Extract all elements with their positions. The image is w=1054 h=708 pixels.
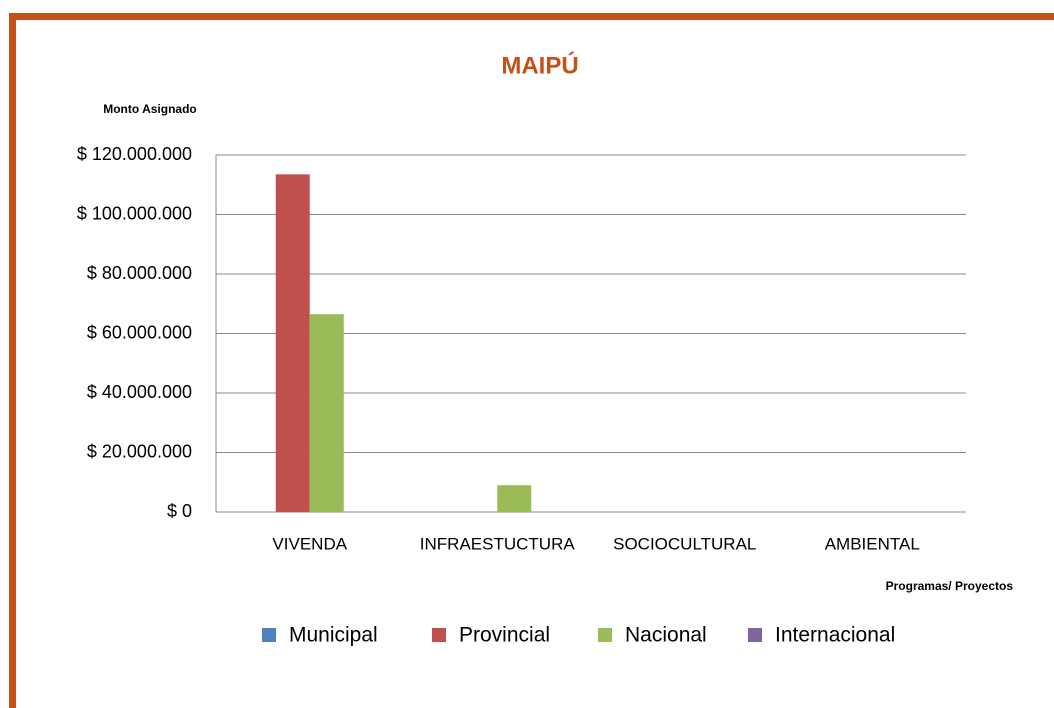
- legend-label: Internacional: [775, 624, 895, 647]
- y-tick-label: $ 60.000.000: [87, 322, 192, 342]
- legend-swatch: [262, 628, 276, 642]
- frame: [9, 13, 1054, 708]
- bar: [497, 485, 532, 512]
- legend-label: Provincial: [459, 624, 550, 647]
- y-tick-label: $ 40.000.000: [87, 382, 192, 402]
- y-tick-label: $ 0: [167, 501, 192, 521]
- bar: [309, 314, 344, 512]
- x-tick-label: SOCIOCULTURAL: [613, 534, 756, 553]
- bar: [275, 174, 310, 512]
- x-tick-label: AMBIENTAL: [825, 534, 920, 553]
- x-tick-label: VIVENDA: [272, 534, 347, 553]
- legend-label: Municipal: [289, 624, 378, 647]
- x-tick-label: INFRAESTUCTURA: [420, 534, 576, 553]
- legend-label: Nacional: [625, 624, 707, 647]
- x-axis-label: Programas/ Proyectos: [886, 579, 1014, 593]
- y-axis-label: Monto Asignado: [103, 102, 197, 116]
- y-tick-label: $ 120.000.000: [77, 144, 192, 164]
- chart-title: MAIPÚ: [501, 51, 578, 79]
- y-tick-label: $ 80.000.000: [87, 263, 192, 283]
- legend-swatch: [598, 628, 612, 642]
- y-tick-label: $ 100.000.000: [77, 203, 192, 223]
- legend-swatch: [432, 628, 446, 642]
- y-tick-label: $ 20.000.000: [87, 441, 192, 461]
- legend-swatch: [748, 628, 762, 642]
